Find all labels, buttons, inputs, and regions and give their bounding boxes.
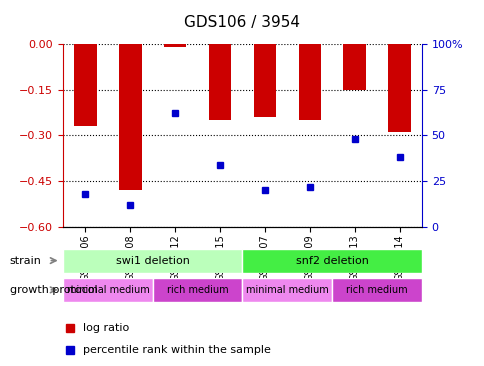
Text: growth protocol: growth protocol (10, 285, 97, 295)
Bar (343, 44, 365, 90)
Text: rich medium: rich medium (166, 285, 228, 295)
Text: minimal medium: minimal medium (245, 285, 328, 295)
FancyBboxPatch shape (152, 278, 242, 302)
Text: snf2 deletion: snf2 deletion (295, 256, 368, 266)
Text: log ratio: log ratio (83, 323, 129, 333)
Bar (209, 44, 231, 120)
FancyBboxPatch shape (242, 249, 421, 273)
Bar (119, 44, 141, 190)
Text: rich medium: rich medium (346, 285, 407, 295)
FancyBboxPatch shape (242, 278, 332, 302)
FancyBboxPatch shape (63, 249, 242, 273)
Bar (253, 44, 275, 117)
Bar (388, 44, 410, 132)
Bar (74, 44, 96, 126)
Text: GDS106 / 3954: GDS106 / 3954 (184, 15, 300, 30)
FancyBboxPatch shape (332, 278, 421, 302)
FancyBboxPatch shape (63, 278, 152, 302)
Bar (298, 44, 320, 120)
Text: percentile rank within the sample: percentile rank within the sample (83, 345, 270, 355)
Text: minimal medium: minimal medium (66, 285, 149, 295)
Text: strain: strain (10, 255, 42, 266)
Bar (164, 44, 186, 47)
Text: swi1 deletion: swi1 deletion (116, 256, 189, 266)
